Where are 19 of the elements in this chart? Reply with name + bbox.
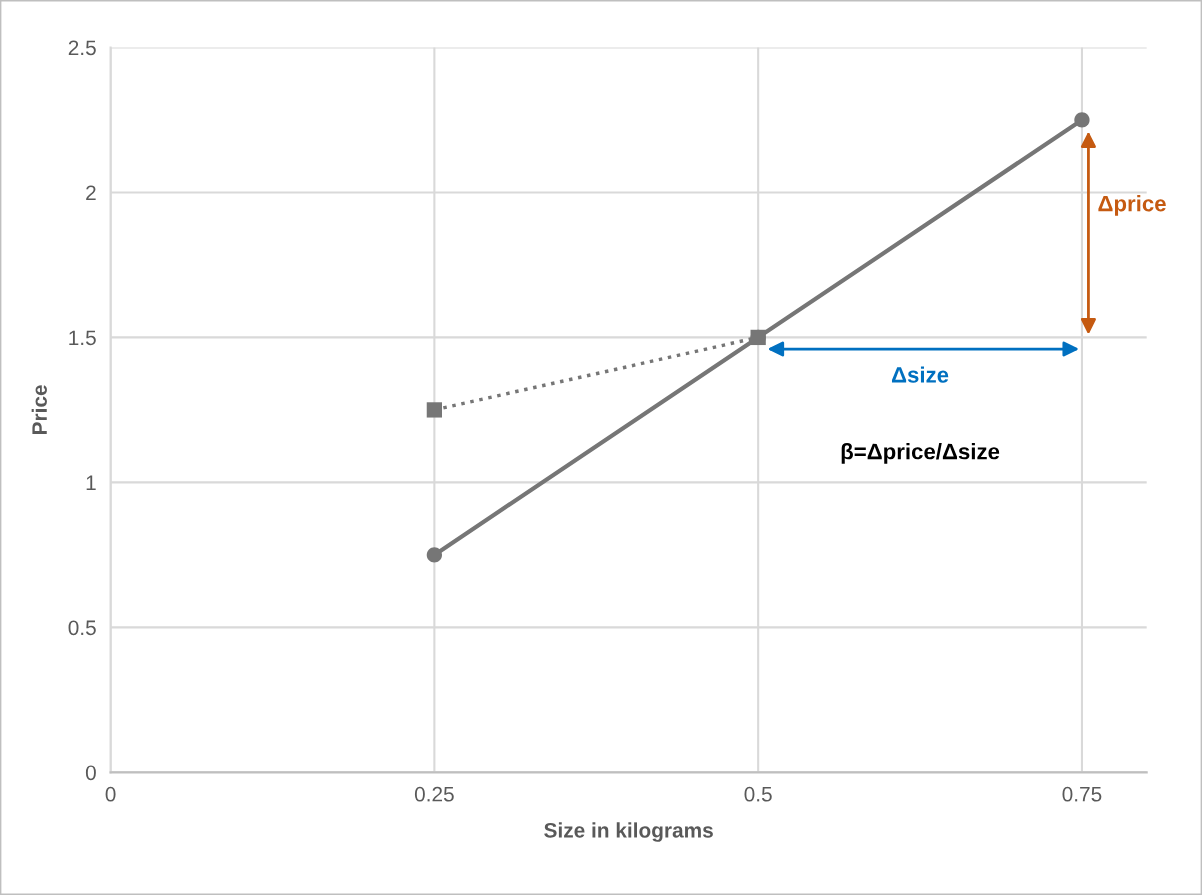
point: [750, 329, 766, 346]
point: [1074, 112, 1090, 128]
x-tick-label: 0.25: [414, 786, 454, 802]
y-tick-label: 0.5: [68, 620, 96, 636]
x-tick-label: 0: [105, 786, 116, 802]
annotation: Δsize: [891, 366, 949, 383]
y-tick-label: 2: [86, 185, 96, 200]
point: [426, 402, 443, 418]
y-tick-label: 0: [85, 765, 96, 781]
x-tick-label: 0.5: [744, 786, 772, 802]
annotation: β=Δprice/Δsize: [841, 443, 1000, 464]
y-axis-title: Price: [31, 385, 47, 434]
x-axis-title: Size in kilograms: [544, 822, 713, 842]
y-tick-label: 1: [86, 475, 96, 490]
point: [426, 547, 443, 563]
annotation: Δprice: [1098, 195, 1166, 216]
y-tick-label: 2.5: [68, 40, 96, 56]
y-tick-label: 1.5: [69, 330, 96, 346]
x-tick-label: 0.75: [1062, 786, 1102, 802]
